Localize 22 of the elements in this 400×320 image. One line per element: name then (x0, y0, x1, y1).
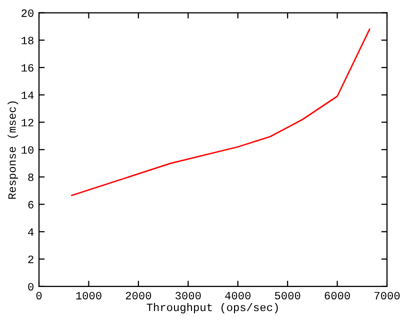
y-tick-label: 8 (28, 174, 34, 182)
y-tick-label: 6 (28, 200, 34, 208)
y-tick-label: 2 (28, 256, 34, 264)
x-tick-label: 0 (36, 292, 42, 300)
x-tick-label: 3000 (176, 292, 201, 300)
x-tick-label: 1000 (76, 292, 102, 300)
y-tick-label: 12 (22, 118, 34, 126)
y-tick-label: 0 (28, 282, 34, 291)
x-axis-title: Throughput (ops/sec) (146, 303, 278, 314)
y-tick-label: 4 (28, 228, 34, 236)
y-tick-label: 10 (22, 146, 34, 154)
x-tick-label: 2000 (126, 292, 152, 300)
line-series (71, 28, 370, 196)
x-tick-label: 4000 (225, 292, 251, 300)
y-tick-label: 20 (22, 9, 34, 17)
x-tick-label: 5000 (274, 292, 300, 300)
y-axis-title: Response (msec) (8, 101, 18, 199)
x-tick-label: 6000 (324, 292, 350, 300)
y-tick-label: 16 (22, 64, 34, 72)
y-tick-label: 14 (22, 92, 34, 99)
y-tick-label: 18 (22, 36, 34, 44)
x-tick-label: 7000 (374, 292, 400, 300)
